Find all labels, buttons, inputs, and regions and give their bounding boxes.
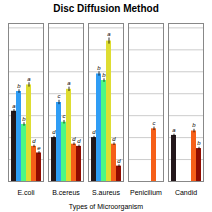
svg-text:S.aureus: S.aureus xyxy=(92,189,121,196)
svg-text:a: a xyxy=(12,103,16,109)
svg-text:b: b xyxy=(197,140,201,146)
svg-text:Candid: Candid xyxy=(175,189,197,196)
svg-text:d: d xyxy=(117,158,121,164)
svg-text:b: b xyxy=(97,65,101,71)
svg-text:d: d xyxy=(72,136,76,142)
svg-text:d: d xyxy=(77,138,81,144)
svg-text:c: c xyxy=(153,120,156,126)
svg-text:c: c xyxy=(63,113,66,119)
svg-text:b: b xyxy=(22,116,26,122)
svg-text:Types of Microorganism: Types of Microorganism xyxy=(69,203,143,211)
svg-text:B.cereus: B.cereus xyxy=(52,189,80,196)
svg-text:b: b xyxy=(17,83,21,89)
html-text:Disc Diffusion Method: Disc Diffusion Method xyxy=(53,3,159,14)
svg-text:a: a xyxy=(172,127,176,133)
svg-text:E.coli: E.coli xyxy=(17,189,35,196)
svg-text:e: e xyxy=(37,145,41,151)
svg-text:a: a xyxy=(27,76,31,82)
svg-text:a: a xyxy=(67,80,71,86)
svg-text:Penicilium: Penicilium xyxy=(130,189,162,196)
svg-text:d: d xyxy=(32,138,36,144)
svg-text:b: b xyxy=(102,72,106,78)
svg-text:d: d xyxy=(52,129,56,135)
svg-text:b: b xyxy=(192,122,196,128)
svg-text:c: c xyxy=(58,93,61,99)
svg-text:d: d xyxy=(112,136,116,142)
svg-text:a: a xyxy=(107,31,111,37)
svg-text:d: d xyxy=(92,129,96,135)
